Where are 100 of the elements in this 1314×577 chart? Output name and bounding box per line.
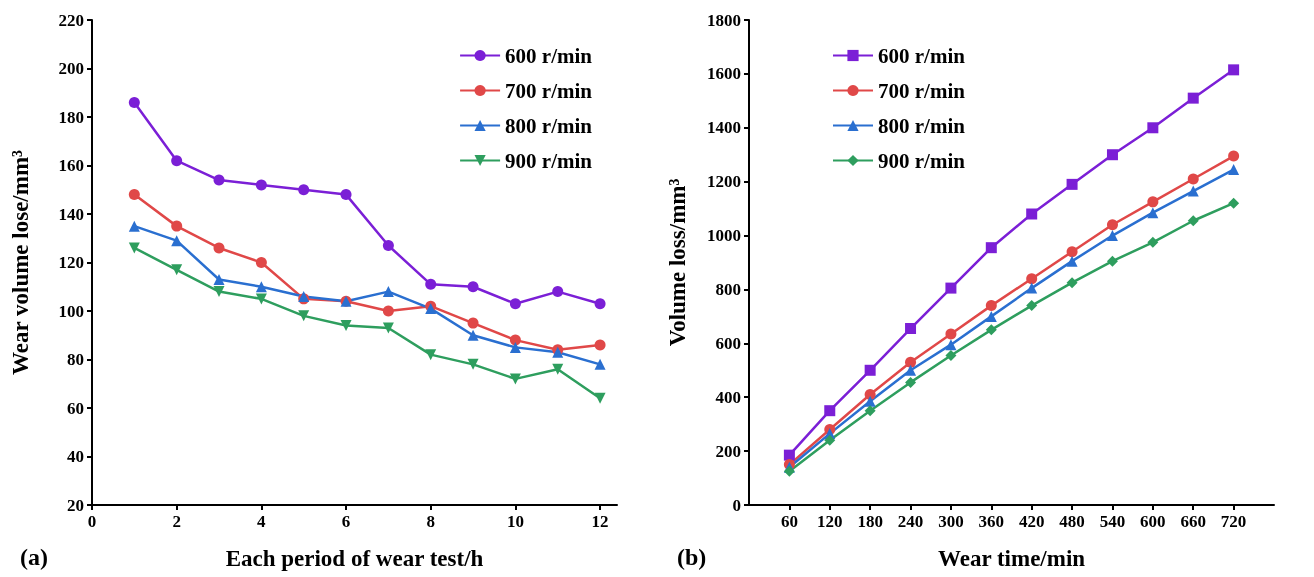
point bbox=[1026, 282, 1038, 294]
point bbox=[255, 293, 267, 305]
point bbox=[594, 298, 606, 310]
x-tick-label: 2 bbox=[172, 512, 181, 531]
point bbox=[255, 179, 267, 191]
point bbox=[213, 242, 225, 254]
point bbox=[1026, 208, 1038, 220]
point bbox=[1147, 236, 1159, 248]
legend-label: 800 r/min bbox=[878, 113, 966, 138]
point bbox=[783, 465, 795, 477]
x-tick-label: 8 bbox=[426, 512, 435, 531]
point bbox=[905, 376, 917, 388]
y-tick-label: 40 bbox=[67, 447, 84, 466]
point bbox=[1228, 197, 1240, 209]
point bbox=[382, 322, 394, 334]
point bbox=[985, 300, 997, 312]
x-axis-title: Each period of wear test/h bbox=[225, 546, 484, 571]
x-tick-label: 60 bbox=[780, 512, 798, 531]
text: (a) bbox=[20, 544, 48, 570]
x-axis-title: Wear time/min bbox=[937, 546, 1086, 571]
point bbox=[864, 395, 876, 407]
legend-label: 700 r/min bbox=[505, 78, 593, 103]
point bbox=[255, 257, 267, 268]
y-tick-label: 20 bbox=[67, 495, 84, 515]
point bbox=[1147, 196, 1159, 208]
x-tick-label: 600 bbox=[1140, 512, 1166, 531]
x-tick-label: 660 bbox=[1180, 512, 1206, 531]
point bbox=[945, 328, 957, 340]
y-tick-label: 220 bbox=[58, 10, 84, 30]
point bbox=[905, 323, 917, 335]
point bbox=[1066, 277, 1078, 289]
point bbox=[864, 405, 876, 417]
legend-label: 700 r/min bbox=[878, 78, 966, 103]
point bbox=[1026, 300, 1038, 312]
x-tick-label: 480 bbox=[1059, 512, 1085, 531]
point bbox=[1187, 92, 1199, 104]
point bbox=[340, 189, 352, 201]
x-tick-label: 10 bbox=[506, 512, 524, 531]
point bbox=[594, 392, 606, 404]
legend-label: 600 r/min bbox=[505, 43, 593, 68]
point bbox=[824, 434, 836, 446]
point bbox=[1106, 255, 1118, 267]
y-axis-title: Wear volume lose/mm³ bbox=[8, 149, 33, 375]
y-tick-label: 60 bbox=[67, 398, 84, 418]
x-tick-label: 360 bbox=[978, 512, 1005, 531]
point bbox=[128, 242, 140, 254]
point bbox=[467, 329, 479, 341]
point bbox=[425, 349, 437, 361]
point bbox=[905, 356, 917, 368]
point bbox=[864, 364, 876, 376]
point bbox=[467, 317, 479, 329]
x-tick-label: 420 bbox=[1018, 512, 1045, 531]
point bbox=[1106, 149, 1118, 161]
point bbox=[552, 363, 564, 375]
point bbox=[945, 349, 957, 361]
y-tick-label: 1600 bbox=[707, 64, 741, 84]
point bbox=[985, 310, 997, 322]
x-tick-label: 4 bbox=[257, 512, 267, 531]
point bbox=[509, 373, 521, 385]
point bbox=[1147, 122, 1159, 134]
point bbox=[1066, 246, 1078, 258]
point bbox=[425, 278, 437, 290]
point bbox=[1106, 230, 1118, 242]
point bbox=[1187, 185, 1199, 197]
x-tick-label: 180 bbox=[857, 512, 883, 531]
y-tick-label: 600 bbox=[715, 333, 741, 353]
y-tick-label: 100 bbox=[58, 301, 84, 321]
point bbox=[1228, 64, 1240, 76]
point bbox=[128, 96, 140, 108]
y-tick-label: 0 bbox=[732, 495, 741, 515]
y-tick-label: 120 bbox=[58, 253, 84, 272]
point bbox=[1066, 255, 1078, 267]
y-tick-label: 800 bbox=[715, 279, 741, 299]
point bbox=[1228, 150, 1240, 162]
point bbox=[213, 286, 225, 298]
point bbox=[128, 220, 140, 232]
point bbox=[509, 298, 521, 310]
x-tick-label: 120 bbox=[817, 512, 843, 531]
x-tick-label: 6 bbox=[341, 512, 351, 531]
y-tick-label: 180 bbox=[58, 107, 84, 127]
point bbox=[340, 320, 352, 332]
point bbox=[1026, 273, 1038, 285]
point bbox=[1228, 164, 1240, 176]
point bbox=[985, 324, 997, 336]
x-tick-label: 240 bbox=[897, 512, 924, 531]
legend-label: 800 r/min bbox=[505, 113, 593, 138]
y-tick-label: 140 bbox=[58, 204, 84, 224]
point bbox=[128, 189, 140, 201]
point bbox=[945, 282, 957, 294]
point bbox=[213, 273, 225, 285]
x-tick-label: 720 bbox=[1220, 512, 1247, 531]
point bbox=[945, 339, 957, 351]
y-tick-label: 1000 bbox=[707, 226, 741, 246]
point bbox=[171, 235, 183, 247]
x-tick-label: 540 bbox=[1099, 512, 1126, 531]
point bbox=[985, 242, 997, 254]
point bbox=[298, 184, 310, 196]
y-tick-label: 80 bbox=[67, 350, 84, 369]
y-tick-label: 400 bbox=[715, 387, 741, 407]
y-tick-label: 200 bbox=[715, 441, 741, 461]
